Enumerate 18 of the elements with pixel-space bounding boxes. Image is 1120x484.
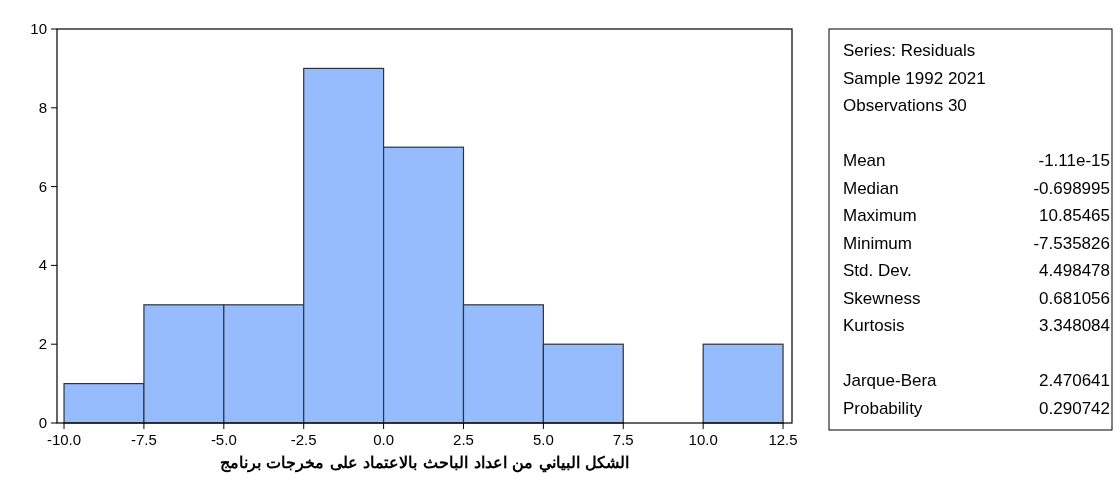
x-tick-label: 10.0 [688,431,718,448]
y-tick-label: 6 [38,177,47,195]
text: الشكل البياني من اعداد الباحث بالاعتماد على مخرجات برنامج [219,453,630,473]
y-tick-label: 2 [38,335,47,353]
x-tick-label: 12.5 [768,431,798,448]
stats: Series: Residuals Sample 1992 2021 Observations 30 Mean -1.11e-15 Median -0.698995 Maximum 10.85465 Minimum -7.535826 Std. Dev. 4.498478 Skewness 0.681056 Kurtosis 3.348084 Jarque-Bera 2.470641 Probability 0.290742 [828,28,1113,431]
x-tick-label: -7.5 [130,431,157,448]
y-tick-label: 4 [38,256,47,274]
y-tick-label: 8 [38,98,47,116]
y-tick-label: 0 [38,414,47,431]
x-tick-label: 7.5 [612,431,634,448]
x-tick-label: -2.5 [290,431,317,448]
x-tick-label: -5.0 [210,431,237,448]
x-tick-label: 2.5 [453,431,474,448]
x-tick-label: 0.0 [373,431,395,448]
y-tick-label: 10 [30,20,47,37]
x-tick-label: -10.0 [46,431,82,448]
x-tick-label: 5.0 [532,431,554,448]
